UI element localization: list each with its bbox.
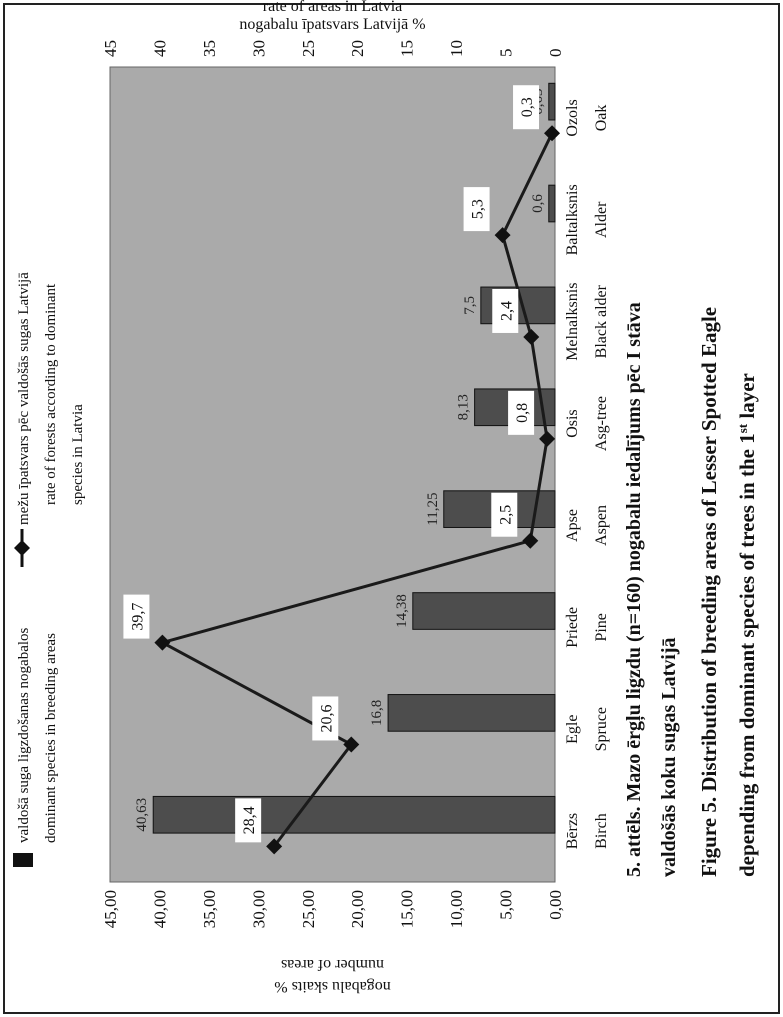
primary-tick-7: 35,00 — [200, 890, 219, 928]
line-point-7 — [544, 125, 561, 142]
legend-line-label-en-1: rate of forests according to dominant — [43, 283, 59, 505]
category-label-en-1: Spruce — [593, 707, 610, 751]
line-label-box-4 — [508, 390, 535, 435]
line-label-box-6 — [463, 187, 490, 232]
bar-value-label-1: 16,8 — [369, 700, 385, 726]
secondary-tick-4: 20 — [348, 40, 367, 57]
category-label-6: Baltalksnis — [564, 184, 581, 255]
legend-bar-swatch — [13, 853, 33, 867]
category-label-4: Osis — [564, 409, 581, 437]
category-label-en-6: Alder — [593, 201, 610, 238]
bar-1 — [387, 694, 556, 732]
secondary-tick-1: 5 — [497, 49, 516, 58]
category-label-3: Apse — [564, 509, 581, 542]
caption-lv-line-1: 5. attēls. Mazo ērgļu ligzdu (n=160) nog… — [623, 302, 646, 877]
line-value-label-0: 28,4 — [241, 806, 258, 834]
line-value-label-2: 39,7 — [129, 603, 146, 631]
line-point-2 — [154, 634, 171, 651]
bar-value-label-0: 40,63 — [134, 798, 150, 832]
caption-en-line-2b: layer — [735, 373, 759, 424]
category-label-en-7: Oak — [593, 105, 610, 132]
legend-line-label: mežu īpatsvars pēc valdošās sugas Latvij… — [16, 272, 32, 525]
caption-lv-line-2: valdošās koku sugas Latvijā — [658, 637, 680, 877]
primary-axis-title-en: number of areas — [281, 956, 384, 973]
bar-value-label-2: 14,38 — [394, 594, 410, 628]
secondary-tick-0: 0 — [546, 49, 565, 58]
line-value-label-7: 0,3 — [519, 97, 536, 117]
primary-tick-2: 10,00 — [447, 890, 466, 928]
legend-bar-label-en: dominant species in breeding areas — [43, 633, 59, 843]
primary-tick-0: 0,00 — [546, 890, 565, 920]
caption-en-line-2: depending from dominant species of trees… — [735, 373, 760, 877]
category-label-en-0: Birch — [593, 813, 610, 849]
category-label-en-4: Asg-tree — [593, 396, 610, 451]
bar-value-label-6: 0,6 — [530, 194, 546, 213]
category-label-en-2: Pine — [593, 613, 610, 641]
line-value-label-6: 5,3 — [470, 199, 487, 219]
category-label-en-3: Aspen — [593, 505, 610, 546]
line-value-label-3: 2,5 — [497, 505, 514, 525]
line-label-box-7 — [513, 85, 540, 130]
line-point-4 — [539, 430, 556, 447]
secondary-tick-8: 40 — [150, 40, 169, 57]
primary-axis-title: nogabalu skaits % — [274, 978, 390, 995]
secondary-tick-9: 45 — [101, 40, 120, 57]
caption-en-line-2a: depending from dominant species of trees… — [735, 433, 759, 877]
legend-bar-label: valdošā suga ligzdošanas nogabalos — [16, 627, 32, 843]
line-value-label-1: 20,6 — [318, 704, 335, 732]
line-value-label-5: 2,4 — [498, 301, 515, 321]
line-label-box-2 — [123, 594, 150, 639]
line-value-label-4: 0,8 — [514, 403, 531, 423]
bar-value-label-4: 8,13 — [456, 394, 472, 420]
legend-line-label-en-2: species in Latvia — [70, 404, 86, 505]
secondary-tick-5: 25 — [299, 40, 318, 57]
secondary-tick-3: 15 — [398, 40, 417, 57]
line-label-box-3 — [491, 492, 518, 537]
category-label-7: Ozols — [564, 99, 581, 136]
category-label-5: Melnalksnis — [564, 283, 581, 361]
category-label-1: Egle — [564, 715, 581, 744]
line-point-5 — [523, 328, 540, 345]
primary-tick-5: 25,00 — [299, 890, 318, 928]
caption-en-sup: st — [735, 423, 750, 433]
line-label-box-0 — [235, 798, 262, 843]
primary-tick-8: 40,00 — [150, 890, 169, 928]
primary-tick-1: 5,00 — [497, 890, 516, 920]
bar-0 — [152, 795, 556, 834]
secondary-axis-title: nogabalu īpatsvars Latvijā % — [239, 16, 425, 33]
plot-area — [109, 66, 556, 883]
line-label-box-5 — [492, 288, 519, 333]
category-label-en-5: Black alder — [593, 284, 610, 358]
line-point-0 — [266, 838, 283, 855]
line-label-box-1 — [312, 696, 339, 741]
line-point-3 — [522, 532, 539, 549]
bar-value-label-3: 11,25 — [425, 493, 441, 526]
bar-value-label-5: 7,5 — [462, 296, 478, 315]
primary-tick-9: 45,00 — [101, 890, 120, 928]
primary-tick-3: 15,00 — [398, 890, 417, 928]
primary-tick-4: 20,00 — [348, 890, 367, 928]
bar-2 — [412, 592, 556, 630]
line-point-6 — [494, 227, 511, 244]
legend-diamond-marker — [14, 540, 30, 556]
bar-7 — [548, 82, 556, 121]
category-label-0: Bērzs — [564, 813, 581, 849]
secondary-axis-title-en: rate of areas in Latvia — [263, 0, 402, 15]
secondary-tick-6: 30 — [249, 40, 268, 57]
category-label-2: Priede — [564, 607, 581, 648]
page-border — [3, 3, 780, 1014]
secondary-tick-2: 10 — [447, 40, 466, 57]
secondary-tick-7: 35 — [200, 40, 219, 57]
primary-tick-6: 30,00 — [249, 890, 268, 928]
bar-6 — [548, 184, 556, 223]
legend: valdošā suga ligzdošanas nogabalos domin… — [13, 272, 86, 867]
line-point-1 — [343, 736, 360, 753]
caption-en-line-1: Figure 5. Distribution of breeding areas… — [697, 307, 721, 877]
